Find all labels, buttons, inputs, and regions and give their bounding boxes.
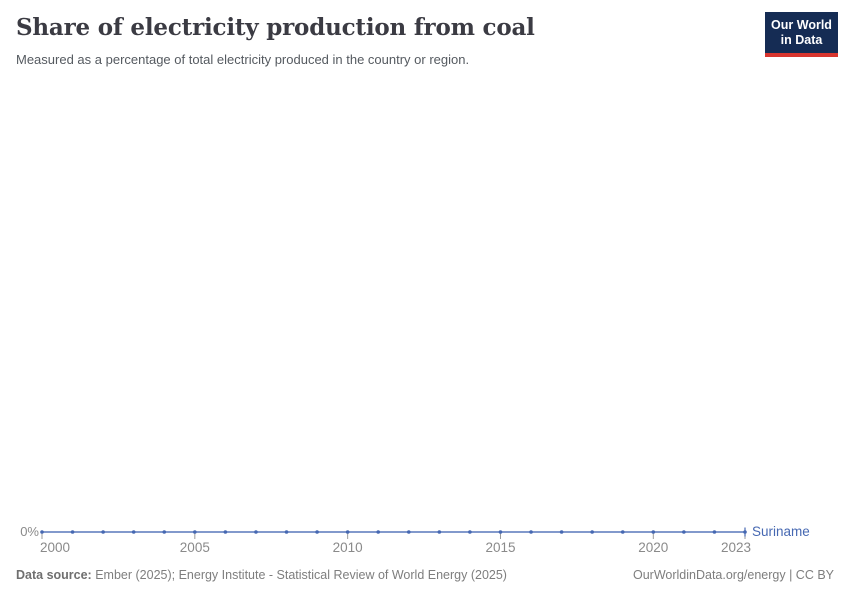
data-point (254, 530, 258, 534)
data-point (162, 530, 167, 534)
data-point (406, 530, 411, 534)
data-point (468, 530, 472, 534)
page-title: Share of electricity production from coa… (16, 14, 535, 41)
owid-logo: Our World in Data (765, 12, 838, 57)
data-source: Data source: Ember (2025); Energy Instit… (16, 568, 507, 582)
data-point (620, 530, 625, 534)
data-point (345, 530, 350, 534)
data-point (651, 530, 656, 534)
y-axis-zero-label: 0% (20, 524, 39, 539)
data-source-label: Data source: (16, 568, 92, 582)
data-point (40, 530, 44, 534)
data-point (131, 530, 136, 534)
data-point (559, 530, 564, 534)
data-point (590, 530, 594, 534)
x-axis-tick-label: 2005 (180, 540, 210, 555)
chart-footer: Data source: Ember (2025); Energy Instit… (16, 568, 834, 582)
chart-subtitle: Measured as a percentage of total electr… (16, 52, 470, 67)
data-point (101, 530, 105, 534)
data-point (498, 530, 503, 534)
data-point (682, 530, 686, 534)
data-point (437, 530, 442, 534)
data-source-text: Ember (2025); Energy Institute - Statist… (91, 568, 507, 582)
data-point (284, 530, 289, 534)
data-point (529, 530, 533, 534)
data-point (712, 530, 717, 534)
data-point (223, 530, 228, 534)
x-axis-tick-label: 2000 (40, 540, 70, 555)
data-point (376, 530, 381, 534)
footer-link[interactable]: OurWorldinData.org/energy | CC BY (632, 568, 834, 582)
x-axis-tick-label: 2010 (333, 540, 363, 555)
data-point (70, 530, 75, 534)
series-label-suriname[interactable]: Suriname (752, 524, 810, 539)
x-axis-tick-label: 2023 (721, 540, 751, 555)
data-point (315, 530, 319, 534)
data-point (193, 530, 197, 534)
owid-logo-line1: Our World (771, 17, 832, 32)
x-axis-tick-label: 2015 (485, 540, 515, 555)
owid-logo-line2: in Data (780, 32, 823, 47)
x-axis-tick-label: 2020 (638, 540, 668, 555)
